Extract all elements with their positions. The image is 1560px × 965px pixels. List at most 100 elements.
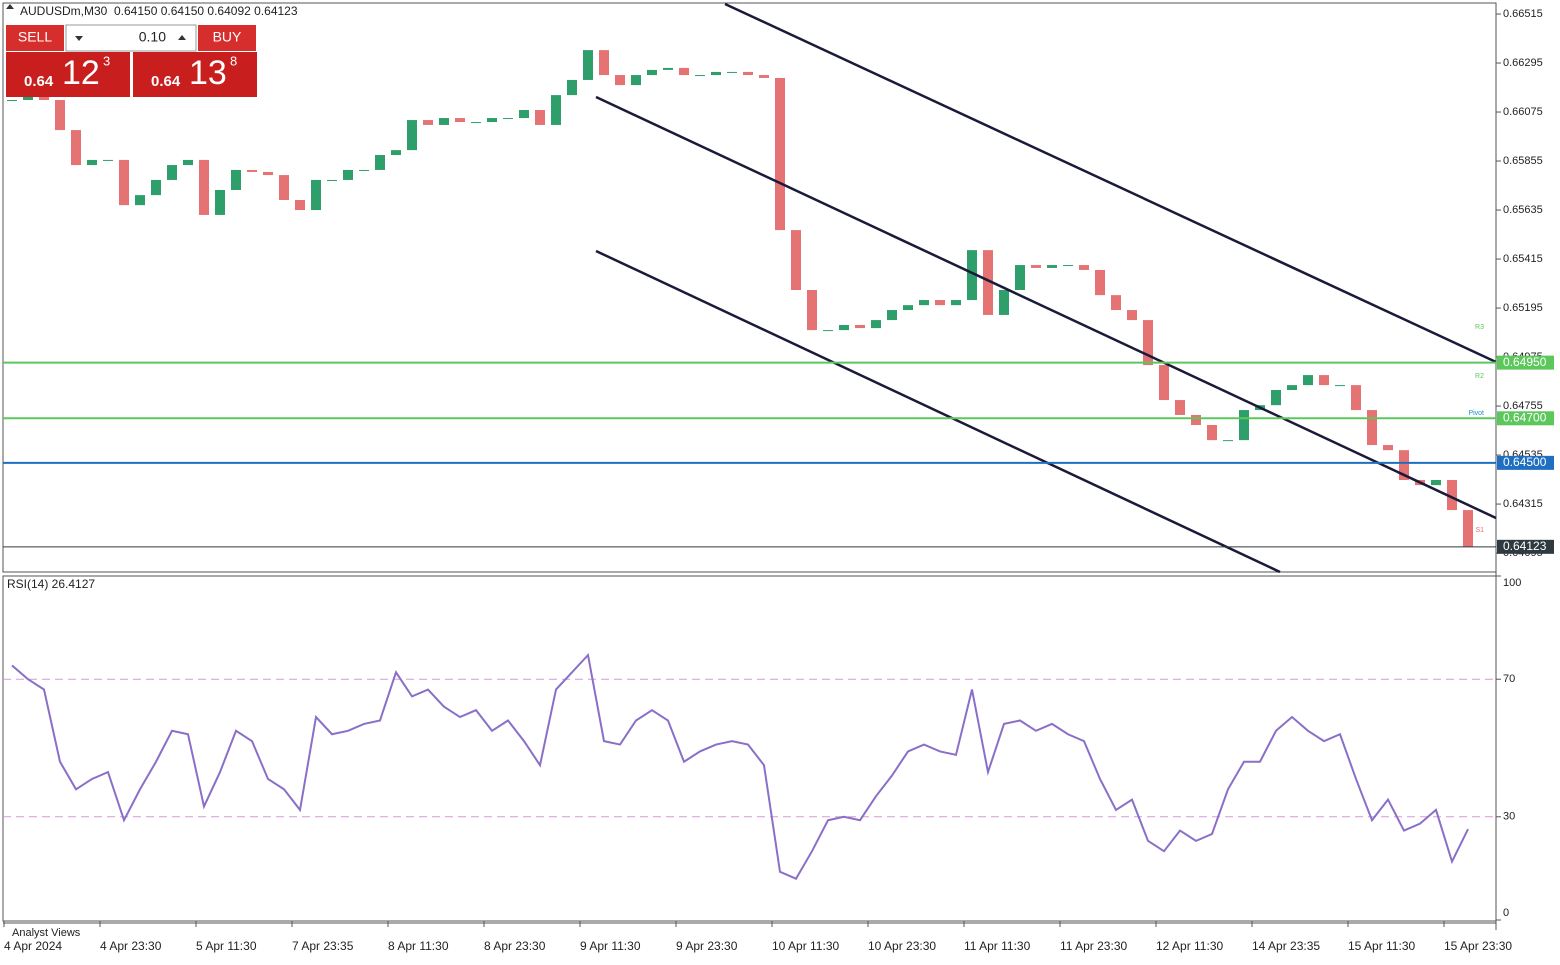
candle — [871, 320, 881, 329]
sell-price-box[interactable] — [6, 52, 130, 97]
volume[interactable]: 0.10 — [139, 29, 166, 45]
pivot-label: R2 — [1475, 373, 1484, 380]
y-tick-label: 70 — [1503, 673, 1515, 685]
candle — [23, 95, 33, 101]
buy-label[interactable]: BUY — [213, 29, 242, 45]
candle — [1047, 265, 1057, 268]
candle — [375, 155, 385, 170]
candle — [919, 300, 929, 306]
candle — [87, 159, 97, 166]
candle — [983, 250, 993, 315]
level-tag — [1497, 411, 1554, 426]
candle — [647, 69, 657, 76]
y-tick-label: 0.64755 — [1503, 400, 1543, 412]
level-label: 0.64700 — [1503, 410, 1547, 424]
candle — [1447, 480, 1457, 511]
y-tick-label: 0.65855 — [1503, 155, 1543, 167]
candle — [1239, 410, 1249, 441]
candle — [1191, 414, 1201, 425]
x-tick-label: 14 Apr 23:35 — [1252, 939, 1320, 953]
candle — [1095, 269, 1105, 296]
candle — [711, 71, 721, 76]
candle — [423, 120, 433, 125]
candle — [823, 330, 833, 332]
candle — [679, 67, 689, 76]
buy-sup: 8 — [230, 53, 237, 68]
candle — [295, 200, 305, 211]
candle — [999, 290, 1009, 315]
candle — [951, 300, 961, 306]
candle — [1287, 385, 1297, 391]
candle — [359, 169, 369, 171]
candle — [1223, 440, 1233, 442]
candle — [599, 50, 609, 76]
x-tick-label: 10 Apr 11:30 — [772, 939, 839, 953]
candle — [199, 159, 209, 215]
candle — [455, 118, 465, 123]
candle — [1303, 375, 1313, 386]
level-label: 0.64500 — [1503, 455, 1547, 469]
analyst-views[interactable]: Analyst Views — [12, 927, 81, 939]
candle — [551, 95, 561, 125]
candle — [631, 75, 641, 86]
candle — [263, 171, 273, 176]
candle — [1431, 480, 1441, 486]
candle — [1031, 265, 1041, 268]
level-tag — [1497, 355, 1554, 370]
buy-button[interactable] — [198, 25, 256, 51]
level-tag — [1497, 455, 1554, 470]
candle — [439, 118, 449, 125]
x-tick-label: 9 Apr 11:30 — [580, 939, 641, 953]
candle — [1207, 424, 1217, 441]
candle — [343, 169, 353, 180]
candle — [119, 159, 129, 206]
buy-price-box[interactable] — [133, 52, 257, 97]
x-tick-label: 7 Apr 23:35 — [292, 939, 354, 953]
sell-big: 12 — [62, 54, 100, 92]
collapse-icon[interactable] — [6, 4, 14, 9]
x-tick-label: 11 Apr 23:30 — [1060, 939, 1127, 953]
candle — [567, 79, 577, 96]
y-tick-label: 0.65635 — [1503, 204, 1543, 216]
rsi-title: RSI(14) 26.4127 — [7, 577, 95, 591]
sell-button[interactable] — [6, 25, 64, 51]
candle — [231, 169, 241, 190]
x-tick-label: 11 Apr 11:30 — [964, 939, 1031, 953]
y-tick-label: 30 — [1503, 811, 1515, 823]
candle — [1111, 295, 1121, 311]
candle — [7, 100, 17, 102]
y-tick-label: 0 — [1503, 907, 1509, 919]
volume-box[interactable] — [65, 24, 197, 52]
x-tick-label: 4 Apr 23:30 — [100, 939, 162, 953]
y-tick-label: 0.66515 — [1503, 8, 1543, 20]
volume-down[interactable] — [75, 36, 83, 41]
y-tick-label: 0.66295 — [1503, 57, 1543, 69]
candle — [247, 169, 257, 172]
buy-prefix: 0.64 — [151, 73, 181, 90]
candle — [1463, 510, 1473, 547]
candle — [327, 179, 337, 181]
candle — [471, 122, 481, 124]
candle — [1079, 265, 1089, 270]
y-tick-label: 0.65415 — [1503, 253, 1543, 265]
candle — [807, 290, 817, 331]
x-tick-label: 15 Apr 23:30 — [1444, 939, 1512, 953]
volume-up[interactable] — [178, 35, 186, 40]
candle — [103, 159, 113, 161]
y-tick-label: 0.65195 — [1503, 302, 1543, 314]
candle — [167, 165, 177, 180]
price-plot — [7, 50, 1473, 547]
candle — [407, 120, 417, 151]
candle — [727, 71, 737, 73]
y-tick-label: 0.66075 — [1503, 106, 1543, 118]
rsi-line — [11, 652, 1469, 880]
candle — [503, 118, 513, 120]
candle — [759, 75, 769, 78]
candle — [791, 230, 801, 291]
candle — [1271, 390, 1281, 406]
candle — [887, 310, 897, 321]
pivot-label: S1 — [1475, 527, 1484, 534]
sell-label[interactable]: SELL — [18, 29, 52, 45]
